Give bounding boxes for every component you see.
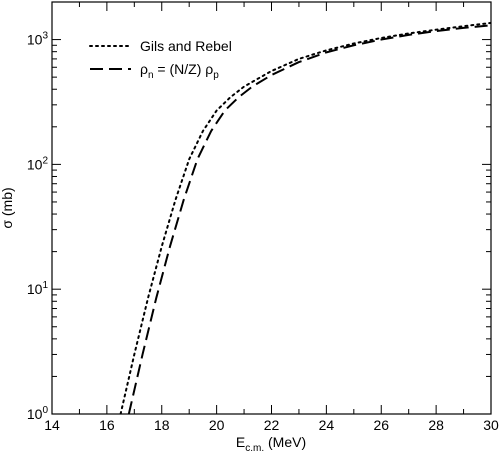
ticks-layer	[51, 1, 492, 415]
x-axis-title: Ec.m. (MeV)	[236, 434, 306, 454]
x-tick-label: 22	[264, 417, 280, 433]
series-layer	[119, 21, 491, 414]
y-tick-label: 102	[27, 155, 49, 172]
legend-label: ρn = (N/Z) ρp	[140, 61, 219, 81]
series-line-dotted	[119, 21, 491, 414]
y-tick-label: 101	[27, 280, 49, 297]
y-axis-title: σ (mb)	[0, 187, 15, 228]
x-tick-label: 26	[373, 417, 389, 433]
series-line-dashed	[127, 24, 491, 414]
legend-label: Gils and Rebel	[140, 38, 232, 54]
y-tick-label: 103	[27, 31, 49, 48]
y-tick-label: 100	[27, 405, 49, 422]
x-tick-label: 14	[44, 417, 60, 433]
labels-layer: 14 16 18 20 22 24 26 28 30 100 101 102 103	[27, 31, 499, 433]
x-tick-label: 16	[99, 417, 115, 433]
legend: Gils and Rebel ρn = (N/Z) ρp	[89, 38, 232, 81]
x-tick-label: 24	[319, 417, 335, 433]
x-tick-label: 20	[209, 417, 225, 433]
x-tick-label: 30	[483, 417, 499, 433]
x-tick-label: 28	[428, 417, 444, 433]
x-tick-label: 18	[154, 417, 170, 433]
plot-frame	[51, 1, 492, 415]
